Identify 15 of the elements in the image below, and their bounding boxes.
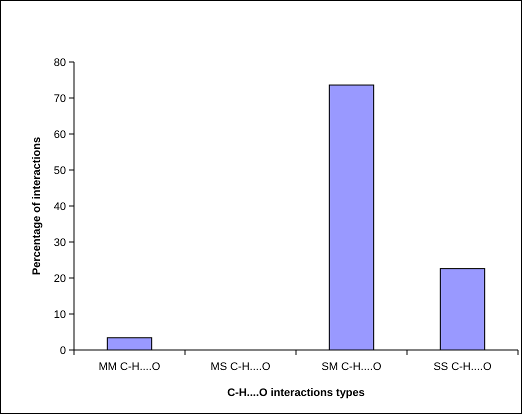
x-tick-label: MS C-H....O	[210, 361, 271, 373]
x-tick-label: MM C-H....O	[98, 361, 161, 373]
y-tick-label: 10	[54, 308, 66, 321]
x-axis-title: C-H....O interactions types	[227, 387, 365, 399]
y-tick-label: 40	[54, 200, 66, 213]
y-tick-label: 50	[54, 164, 66, 177]
y-axis-title: Percentage of interactions	[31, 136, 43, 276]
x-tick-label: SS C-H....O	[433, 361, 492, 373]
y-tick-label: 20	[54, 272, 66, 285]
y-tick-label: 70	[54, 92, 66, 105]
y-tick-label: 80	[54, 56, 66, 69]
y-tick-label: 0	[60, 344, 66, 357]
y-tick-label: 60	[54, 128, 66, 141]
x-tick-label: SM C-H....O	[322, 361, 382, 373]
y-tick-label: 30	[54, 236, 66, 249]
